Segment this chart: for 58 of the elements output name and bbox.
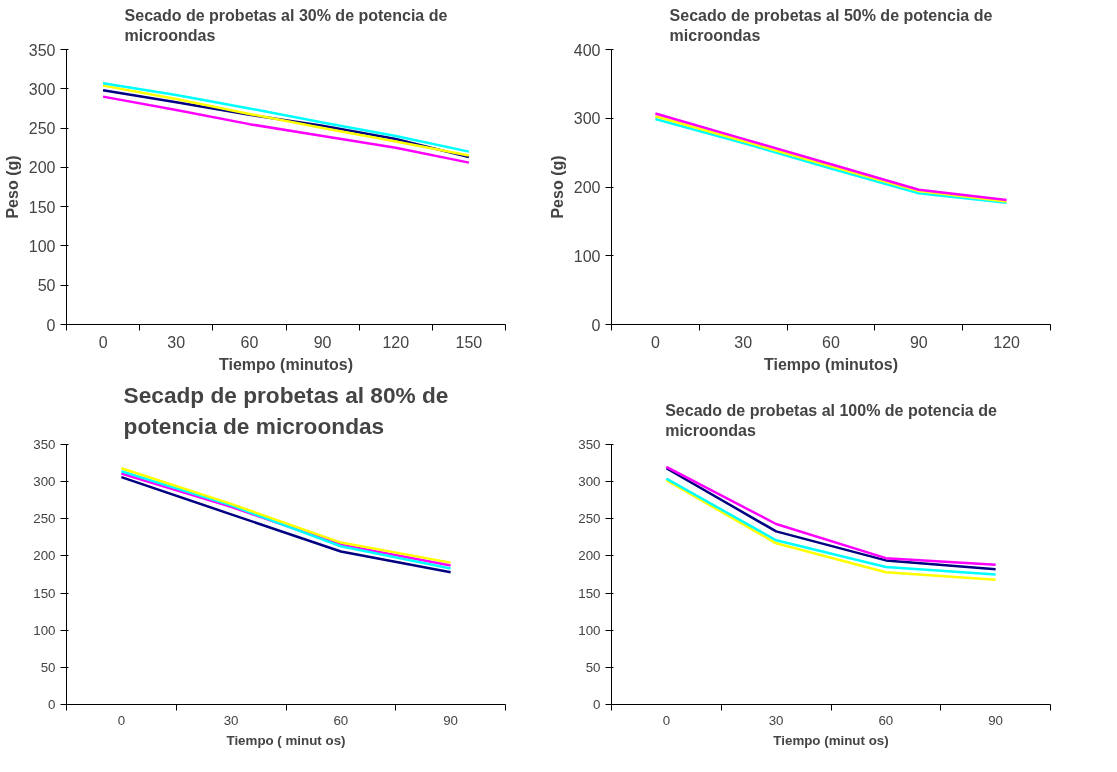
- y-tick-label: 100: [33, 622, 56, 638]
- x-tick-label: 60: [878, 712, 894, 728]
- y-tick-label: 100: [578, 622, 601, 638]
- y-tick-label: 100: [573, 247, 601, 265]
- y-tick-label: 200: [578, 548, 601, 564]
- x-tick-label: 30: [734, 333, 753, 351]
- x-tick-label: 0: [650, 333, 660, 351]
- y-tick-label: 150: [33, 585, 56, 601]
- x-tick-label: 60: [822, 333, 840, 351]
- x-axis-title: Tiempo (minutos): [764, 355, 898, 373]
- x-tick-label: 90: [443, 712, 459, 728]
- y-tick-label: 0: [48, 697, 56, 712]
- y-tick-label: 250: [33, 511, 56, 527]
- y-tick-label: 300: [28, 80, 56, 98]
- y-tick-label: 0: [591, 316, 601, 334]
- x-tick-label: 60: [240, 333, 259, 351]
- chart-title: Secado de probetas al 30% de potencia de microondas: [124, 7, 448, 45]
- x-tick-label: 60: [333, 712, 349, 728]
- y-tick-label: 150: [578, 585, 601, 601]
- x-axis-title: Tiempo ( minut os): [226, 732, 346, 748]
- x-axis-title: Tiempo (minut os): [773, 732, 889, 748]
- x-tick-label: 120: [993, 333, 1021, 351]
- y-tick-label: 100: [28, 237, 56, 255]
- y-tick-label: 50: [40, 659, 56, 675]
- x-tick-label: 150: [455, 333, 483, 351]
- x-tick-label: 120: [382, 333, 410, 351]
- y-tick-label: 150: [28, 198, 56, 216]
- x-tick-label: 30: [223, 712, 239, 728]
- x-tick-label: 0: [98, 333, 108, 351]
- x-tick-label: 90: [909, 333, 928, 351]
- x-tick-label: 30: [768, 712, 784, 728]
- y-axis-title: Peso (g): [3, 155, 21, 219]
- x-tick-label: 90: [313, 333, 332, 351]
- y-tick-label: 350: [578, 437, 601, 452]
- y-tick-label: 50: [585, 659, 601, 675]
- y-tick-label: 250: [578, 511, 601, 527]
- chart-title: Secado de probetas al 100% de potencia de microondas: [665, 402, 997, 440]
- chart-title: Secadp de probetas al 80% de potencia de microondas: [123, 382, 449, 440]
- y-tick-label: 50: [37, 277, 56, 295]
- y-tick-label: 300: [578, 474, 601, 490]
- x-tick-label: 0: [117, 712, 126, 728]
- y-tick-label: 300: [573, 110, 601, 128]
- y-tick-label: 400: [573, 41, 601, 59]
- x-tick-label: 90: [988, 712, 1004, 728]
- y-tick-label: 250: [28, 120, 56, 138]
- y-tick-label: 200: [33, 548, 56, 564]
- y-tick-label: 350: [33, 437, 56, 452]
- y-axis-title: Peso (g): [548, 155, 566, 219]
- y-tick-label: 0: [46, 316, 56, 334]
- x-tick-label: 0: [662, 712, 671, 728]
- x-tick-label: 30: [167, 333, 186, 351]
- y-tick-label: 200: [573, 179, 601, 196]
- chart-title: Secado de probetas al 50% de potencia de microondas: [669, 7, 993, 45]
- y-tick-label: 0: [593, 697, 601, 712]
- y-tick-label: 200: [28, 159, 56, 177]
- y-tick-label: 300: [33, 474, 56, 490]
- x-axis-title: Tiempo (minutos): [219, 355, 353, 373]
- y-tick-label: 350: [28, 41, 56, 59]
